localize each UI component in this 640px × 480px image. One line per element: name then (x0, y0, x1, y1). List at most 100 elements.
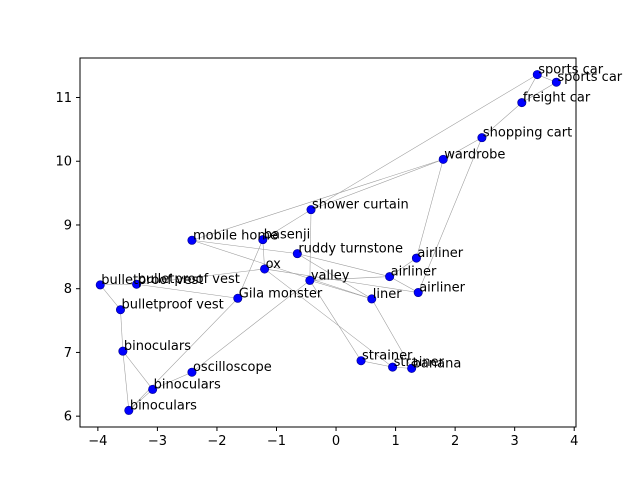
point-label: valley (311, 268, 350, 283)
point-label: binoculars (154, 377, 221, 392)
edge-line (389, 257, 417, 277)
x-tick-label: −4 (88, 434, 107, 449)
data-point (292, 249, 302, 259)
edge-line (417, 137, 483, 293)
data-point (388, 362, 398, 372)
point-layer (95, 70, 561, 415)
y-tick-label: 8 (64, 282, 72, 297)
data-point (132, 279, 142, 289)
point-label: banana (413, 356, 462, 371)
data-point (413, 288, 423, 298)
data-point (124, 405, 134, 415)
edge-line (371, 298, 412, 369)
edge-line (191, 280, 311, 373)
point-label: bulletproof vest (138, 272, 240, 287)
point-label: bulletproof vest (101, 273, 203, 288)
point-label: wardrobe (444, 147, 505, 162)
point-label: liner (373, 287, 402, 302)
point-label: sports car (538, 63, 603, 78)
point-label: binoculars (130, 398, 197, 413)
data-point (305, 275, 315, 285)
edge-layer (100, 74, 557, 411)
edge-line (309, 209, 312, 281)
x-tick-label: 3 (511, 434, 519, 449)
edge-line (262, 209, 312, 240)
x-tick-label: 4 (570, 434, 578, 449)
plot-frame (79, 57, 577, 428)
edge-line (191, 159, 444, 241)
edge-line (191, 240, 372, 300)
point-label: sports car (557, 70, 622, 85)
edge-line (416, 159, 444, 259)
edge-line (297, 253, 372, 300)
edge-line (120, 309, 124, 352)
edge-line (309, 280, 362, 361)
edge-line (100, 283, 137, 286)
y-tick-label: 10 (55, 155, 72, 170)
edge-line (360, 360, 393, 368)
data-point (438, 154, 448, 164)
data-point (148, 384, 158, 394)
data-point (517, 98, 527, 108)
edge-line (128, 298, 238, 411)
point-label: binoculars (124, 339, 191, 354)
point-label: mobile home (193, 228, 278, 243)
edge-line (136, 268, 265, 285)
data-point (260, 264, 270, 274)
data-point (532, 70, 542, 80)
data-point (551, 77, 561, 87)
point-label: bulletproof vest (121, 298, 223, 313)
edge-line (481, 102, 522, 138)
edge-line (191, 239, 298, 254)
edge-line (136, 283, 238, 299)
point-label: strainer (394, 355, 445, 370)
point-label: ruddy turnstone (298, 242, 403, 257)
edge-line (122, 351, 130, 411)
x-tick-label: 2 (451, 434, 459, 449)
y-axis: 6 7 8 9 10 11 (55, 91, 80, 425)
point-label: airliner (417, 246, 463, 261)
edge-line (264, 268, 419, 293)
data-point (367, 294, 377, 304)
data-point (477, 133, 487, 143)
point-label: shower curtain (312, 198, 409, 213)
point-label: Gila monster (239, 286, 323, 301)
x-tick-label: 1 (391, 434, 399, 449)
data-point (187, 235, 197, 245)
edge-line (297, 253, 390, 277)
point-label: freight car (523, 91, 591, 106)
edge-line (389, 276, 419, 293)
edge-line (237, 239, 264, 299)
data-point (385, 272, 395, 282)
data-point (118, 346, 128, 356)
edge-line (122, 350, 153, 390)
edge-line (443, 137, 483, 160)
point-label: airliner (391, 265, 437, 280)
x-tick-label: −2 (207, 434, 226, 449)
point-label: ox (266, 257, 282, 272)
data-point (187, 367, 197, 377)
x-axis: −4 −3 −2 −1 0 1 2 3 4 (88, 427, 578, 449)
edge-line (310, 74, 538, 210)
x-tick-label: −1 (267, 434, 286, 449)
y-tick-label: 11 (55, 91, 72, 106)
data-point (233, 293, 243, 303)
edge-line (262, 239, 265, 269)
edge-line (100, 284, 121, 310)
edge-line (264, 268, 393, 368)
data-point (95, 280, 105, 290)
edge-line (309, 280, 372, 300)
edge-line (309, 276, 390, 281)
point-label: airliner (419, 281, 465, 296)
edge-line (521, 81, 557, 103)
data-point (258, 235, 268, 245)
data-point (115, 305, 125, 315)
y-tick-label: 9 (64, 218, 72, 233)
edge-line (152, 371, 193, 390)
point-label: shopping cart (483, 126, 572, 141)
y-tick-label: 6 (64, 410, 72, 425)
point-label: oscilloscope (193, 360, 272, 375)
data-point (306, 205, 316, 215)
